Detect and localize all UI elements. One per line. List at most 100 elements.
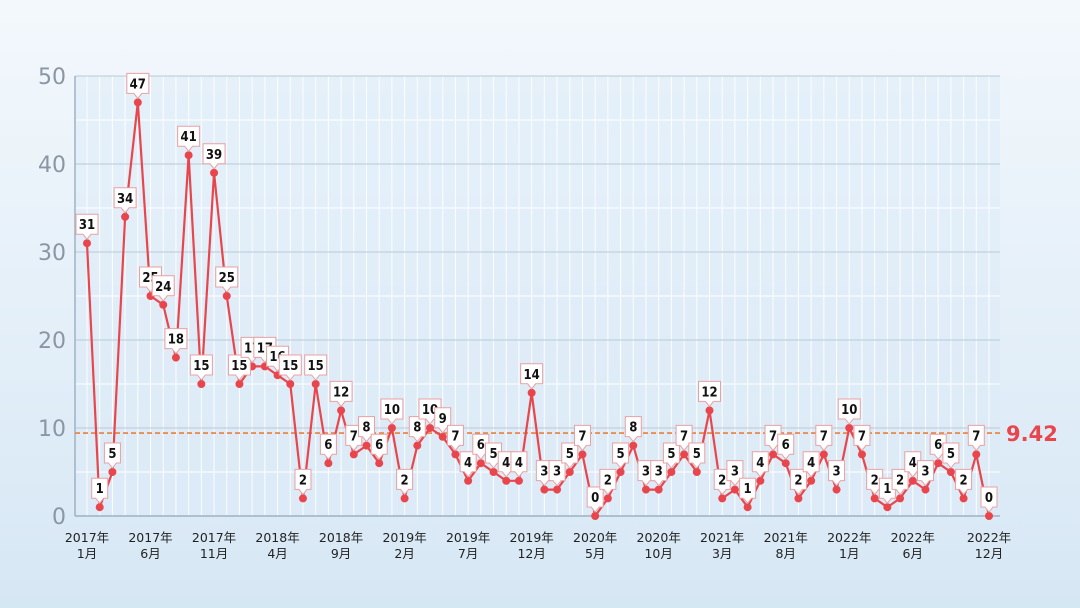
- data-label-callout: [573, 424, 591, 452]
- data-label: 4: [904, 451, 922, 478]
- x-tick-label-month: 9月: [331, 546, 351, 561]
- data-point: [908, 476, 917, 485]
- x-tick-label-year: 2022年: [891, 530, 935, 545]
- data-label: 41: [177, 125, 201, 153]
- data-label-text: 12: [701, 385, 717, 400]
- data-label-callout: [777, 433, 795, 461]
- data-point: [603, 494, 612, 503]
- data-label-callout: [113, 187, 137, 214]
- data-label: 7: [815, 424, 833, 452]
- data-label: 18: [164, 328, 188, 355]
- data-point: [464, 476, 473, 485]
- data-label: 12: [329, 380, 353, 408]
- data-label-text: 2: [718, 473, 726, 488]
- data-point: [896, 494, 905, 503]
- data-point: [578, 450, 587, 459]
- data-label-callout: [764, 424, 782, 452]
- data-label-text: 6: [477, 438, 485, 453]
- data-label: 7: [446, 424, 464, 452]
- data-point: [921, 485, 930, 494]
- data-point: [769, 450, 778, 459]
- data-label-callout: [726, 460, 744, 487]
- data-point: [222, 292, 231, 300]
- data-label: 5: [662, 442, 680, 469]
- data-label-text: 1: [96, 482, 104, 497]
- data-label-callout: [75, 213, 99, 241]
- data-label-text: 5: [489, 447, 497, 462]
- data-label: 6: [929, 433, 947, 461]
- data-point: [197, 380, 206, 388]
- data-point: [972, 450, 981, 459]
- x-tick-label-year: 2020年: [573, 530, 617, 545]
- data-point: [489, 468, 498, 476]
- data-point: [946, 468, 955, 476]
- data-label-text: 12: [333, 385, 349, 400]
- average-line-group: 9.42: [75, 422, 1058, 446]
- data-label: 8: [357, 416, 375, 443]
- data-point: [667, 468, 676, 476]
- data-label-text: 1: [883, 482, 891, 497]
- data-label: 2: [955, 468, 973, 496]
- data-label-callout: [215, 266, 239, 293]
- data-label-callout: [91, 477, 109, 505]
- x-tick-label-month: 1月: [77, 546, 97, 561]
- data-label: 5: [688, 442, 706, 469]
- data-label-text: 8: [629, 421, 637, 436]
- data-point: [794, 494, 803, 503]
- data-label-text: 6: [324, 438, 332, 453]
- data-label: 2: [599, 468, 617, 496]
- data-label-text: 6: [375, 438, 383, 453]
- data-point: [807, 476, 816, 485]
- x-tick-label-month: 6月: [903, 546, 923, 561]
- data-label-text: 5: [693, 447, 701, 462]
- data-label-callout: [955, 468, 973, 496]
- data-label: 10: [380, 398, 404, 425]
- x-axis: 2017年1月2017年6月2017年11月2018年4月2018年9月2019…: [65, 530, 1011, 561]
- data-label-callout: [789, 468, 807, 496]
- data-label-text: 4: [756, 456, 764, 471]
- data-label-callout: [853, 424, 871, 452]
- data-point: [286, 380, 295, 388]
- data-label-text: 3: [655, 465, 663, 480]
- data-label-callout: [151, 275, 175, 302]
- data-point: [121, 212, 130, 221]
- data-label-text: 2: [604, 473, 612, 488]
- data-label: 5: [942, 442, 960, 469]
- data-label-callout: [650, 460, 668, 487]
- data-label-text: 0: [985, 491, 993, 506]
- data-label-callout: [408, 416, 426, 443]
- data-label-text: 18: [168, 333, 184, 348]
- data-label: 0: [586, 486, 604, 513]
- data-point: [133, 98, 142, 107]
- data-label-callout: [967, 424, 985, 452]
- data-label: 47: [126, 72, 150, 100]
- x-tick-label-year: 2019年: [509, 530, 553, 545]
- data-label-callout: [319, 433, 337, 461]
- data-label-callout: [548, 460, 566, 487]
- data-label-text: 2: [794, 473, 802, 488]
- x-tick-label-month: 1月: [839, 546, 859, 561]
- data-point: [324, 459, 333, 468]
- data-label-callout: [357, 416, 375, 443]
- data-label-text: 1: [744, 482, 752, 497]
- data-label-text: 0: [591, 491, 599, 506]
- data-point: [400, 494, 409, 503]
- data-label: 10: [837, 398, 861, 425]
- x-tick-label-month: 2月: [394, 546, 414, 561]
- data-point: [349, 450, 358, 459]
- data-label: 15: [278, 354, 302, 381]
- data-label-callout: [202, 143, 226, 170]
- data-point: [540, 485, 549, 494]
- data-label-text: 8: [413, 421, 421, 436]
- x-tick-label-year: 2019年: [382, 530, 426, 545]
- data-point: [832, 485, 841, 494]
- data-point: [298, 494, 307, 503]
- data-label: 15: [189, 354, 213, 381]
- data-label: 8: [408, 416, 426, 443]
- data-label-callout: [980, 486, 998, 513]
- data-label: 4: [802, 451, 820, 478]
- data-label-callout: [177, 125, 201, 153]
- data-label: 12: [698, 380, 722, 408]
- x-tick-label-month: 12月: [517, 546, 545, 561]
- data-label: 24: [151, 275, 175, 302]
